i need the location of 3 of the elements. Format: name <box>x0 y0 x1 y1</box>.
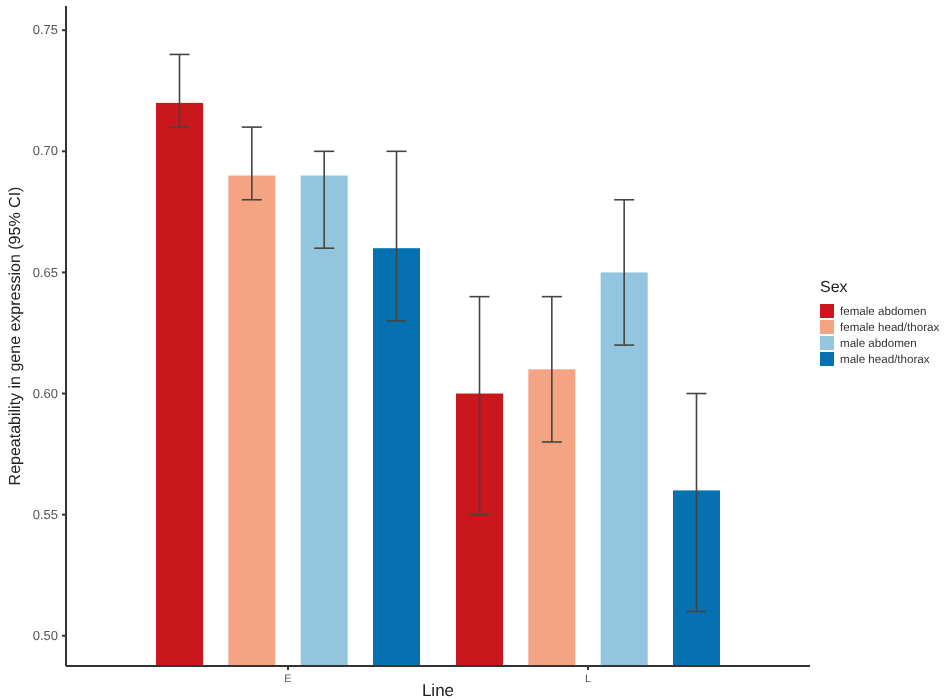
x-axis-title: Line <box>421 680 455 700</box>
y-axis-title: Repeatability in gene expression (95% CI) <box>6 185 24 486</box>
legend-title: Sex <box>820 278 848 296</box>
